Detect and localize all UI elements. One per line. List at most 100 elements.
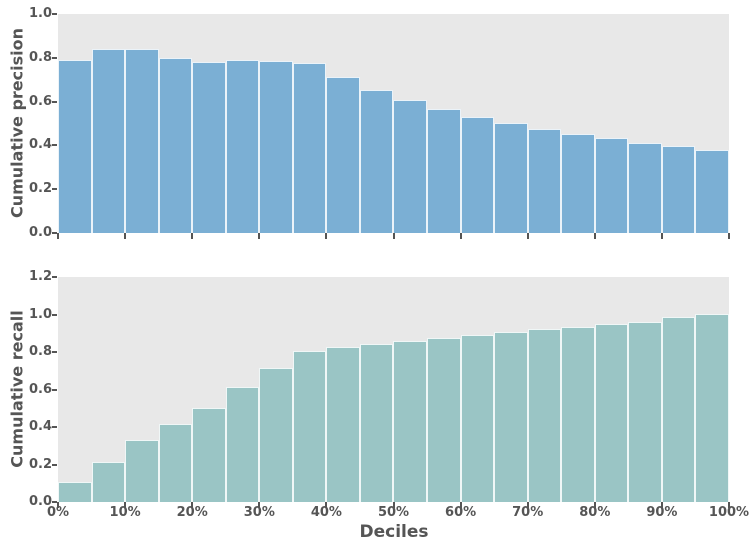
recall-plot-area — [58, 277, 729, 502]
x-tick-label: 50% — [377, 505, 410, 520]
cumulative-precision-bar — [192, 62, 226, 233]
cumulative-recall-bar — [494, 332, 528, 502]
cumulative-precision-bar — [326, 77, 360, 233]
cumulative-recall-bar — [326, 347, 360, 502]
x-tick — [728, 233, 730, 239]
cumulative-precision-bar — [125, 49, 159, 233]
cumulative-precision-bar — [494, 123, 528, 233]
cumulative-recall-bar — [594, 324, 629, 502]
cumulative-precision-bar — [58, 60, 92, 233]
x-tick-label: 20% — [176, 505, 208, 520]
cumulative-recall-bar — [427, 338, 461, 502]
cumulative-precision-bar — [393, 100, 428, 233]
y-tick-label: 0.0 — [28, 494, 52, 509]
cumulative-recall-bar — [125, 440, 159, 502]
x-tick — [325, 502, 328, 508]
x-tick-label: 60% — [445, 505, 477, 520]
x-axis-label: Deciles — [359, 522, 429, 542]
x-tick — [593, 233, 596, 239]
x-tick — [124, 502, 127, 508]
y-tick-label: 0.8 — [28, 49, 52, 65]
cumulative-recall-bar — [359, 344, 394, 502]
cumulative-recall-bar — [695, 314, 729, 502]
x-tick-label: 80% — [579, 505, 611, 520]
y-tick — [52, 426, 57, 428]
x-tick-label: 10% — [109, 505, 141, 520]
cumulative-precision-bar — [292, 63, 327, 233]
cumulative-precision-bar — [695, 150, 729, 233]
x-tick — [124, 233, 127, 239]
x-tick-label: 40% — [310, 505, 342, 520]
x-tick-label: 30% — [243, 505, 275, 520]
precision-plot-area — [58, 14, 729, 233]
x-tick — [459, 233, 462, 239]
y-tick-label: 0.4 — [28, 419, 52, 434]
y-tick-label: 0.8 — [28, 344, 52, 359]
cumulative-recall-bar — [192, 408, 226, 502]
cumulative-precision-bar — [158, 58, 193, 233]
x-tick-label: 70% — [512, 505, 544, 520]
y-tick-label: 0.4 — [28, 137, 52, 153]
precision-bars — [58, 14, 729, 233]
cumulative-precision-bar — [91, 49, 126, 233]
cumulative-precision-bar — [594, 138, 629, 233]
x-tick — [325, 233, 328, 239]
cumulative-recall-bar — [628, 322, 662, 502]
y-tick-label: 0.6 — [28, 93, 52, 109]
y-tick — [52, 388, 57, 391]
y-tick-label: 1.2 — [28, 269, 52, 284]
cumulative-recall-bar — [393, 341, 428, 502]
x-tick-label: 0% — [46, 505, 70, 520]
x-tick — [392, 233, 395, 239]
y-tick-label: 0.6 — [28, 381, 52, 397]
cumulative-precision-bar — [628, 143, 662, 233]
cumulative-recall-bar — [561, 327, 595, 502]
cumulative-precision-bar — [527, 129, 562, 233]
cumulative-recall-bar — [91, 462, 126, 502]
y-tick — [52, 276, 57, 278]
y-tick — [52, 100, 57, 103]
y-tick — [52, 351, 57, 353]
y-tick — [52, 501, 57, 503]
x-tick — [593, 502, 596, 508]
y-tick — [52, 56, 57, 59]
x-tick — [660, 233, 663, 239]
cumulative-recall-bar — [527, 329, 562, 502]
y-tick — [52, 144, 57, 147]
y-tick-label: 0.2 — [28, 456, 52, 472]
cumulative-precision-bar — [460, 117, 495, 233]
recall-bars — [58, 277, 729, 502]
x-tick — [526, 233, 529, 239]
cumulative-recall-bar — [292, 351, 327, 502]
cumulative-precision-bar — [427, 109, 461, 233]
cumulative-recall-bar — [58, 482, 92, 502]
cumulative-precision-bar — [661, 146, 696, 233]
x-tick — [526, 502, 529, 508]
x-tick — [459, 502, 462, 508]
x-tick-label: 100% — [708, 505, 750, 520]
x-tick — [191, 502, 194, 508]
x-tick — [57, 502, 59, 508]
cumulative-recall-bar — [259, 368, 293, 502]
cumulative-recall-bar — [460, 335, 495, 502]
cumulative-precision-bar — [225, 60, 260, 233]
y-tick-label: 1.0 — [28, 306, 52, 322]
x-tick — [191, 233, 194, 239]
cumulative-precision-bar — [259, 61, 293, 233]
y-tick — [52, 463, 57, 466]
cumulative-precision-bar — [561, 134, 595, 233]
y-tick — [52, 313, 57, 316]
x-tick — [258, 233, 261, 239]
cumulative-recall-bar — [661, 317, 696, 502]
y-tick-label: 0.2 — [28, 181, 52, 197]
x-tick — [660, 502, 663, 508]
y-tick-label: 0.0 — [28, 225, 52, 240]
cumulative-recall-bar — [225, 387, 260, 502]
x-tick — [728, 502, 730, 508]
y-tick — [52, 232, 57, 234]
cumulative-recall-bar — [158, 424, 193, 502]
y-tick-label: 1.0 — [28, 6, 52, 21]
y-tick — [52, 13, 57, 15]
y-tick — [52, 188, 57, 191]
